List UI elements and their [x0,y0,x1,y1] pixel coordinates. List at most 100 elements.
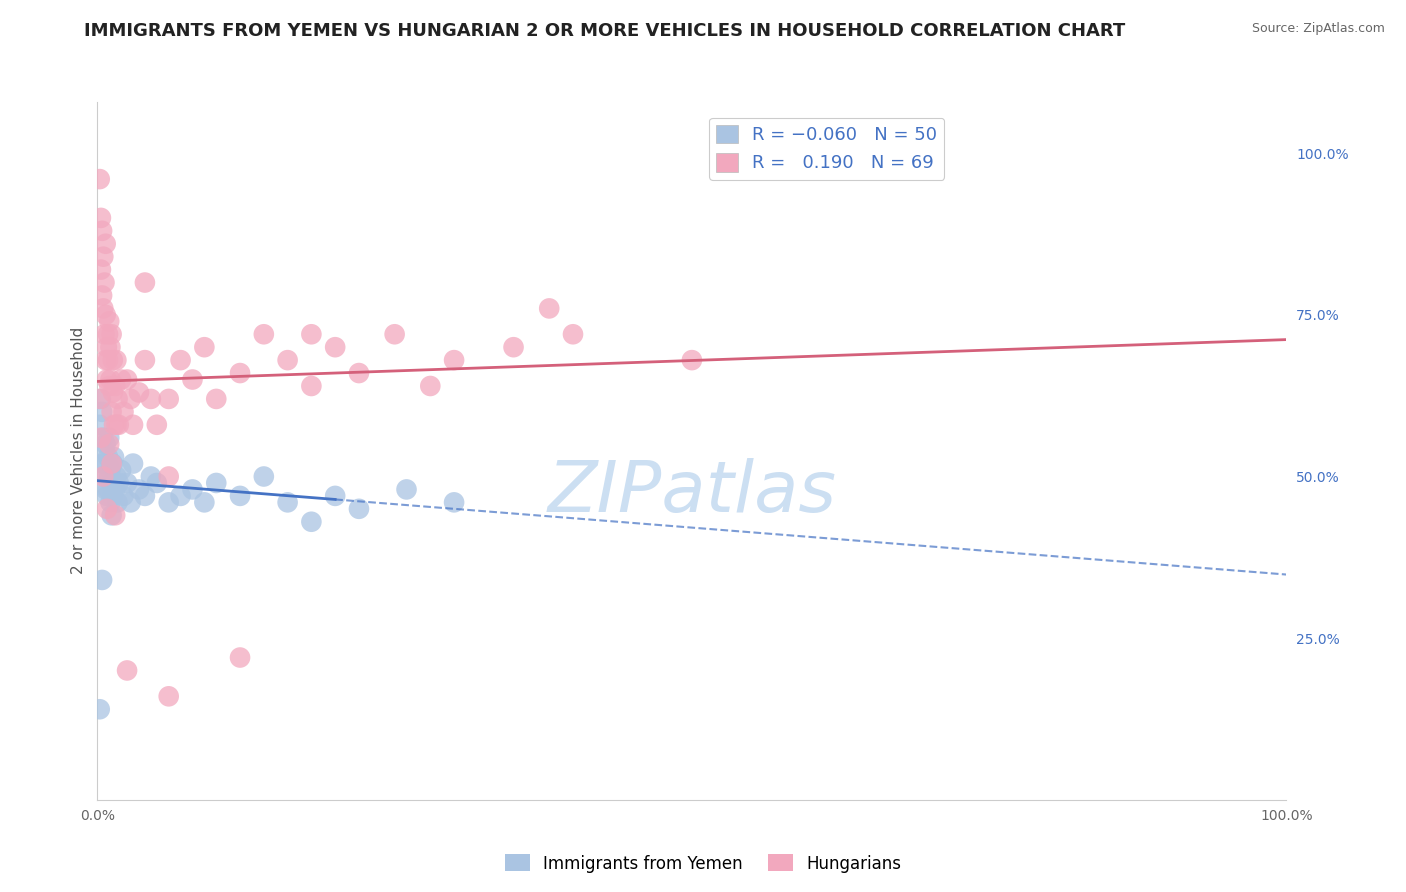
Point [395,483,418,497]
Point [107,417,129,432]
Point [277,353,299,368]
Point [91,405,114,419]
Point [419,379,441,393]
Point [146,475,169,490]
Point [120,392,142,406]
Point [91,431,114,445]
Point [100,340,122,354]
Point [299,515,322,529]
Point [96,340,118,354]
Point [89,702,111,716]
Point [98,431,121,445]
Point [157,392,180,406]
Point [100,372,122,386]
Point [96,372,118,386]
Point [100,405,122,419]
Point [100,495,122,509]
Point [112,405,135,419]
Point [299,327,322,342]
Point [89,392,111,406]
Point [91,288,114,302]
Point [103,417,125,432]
Point [157,690,180,704]
Point [562,327,585,342]
Point [347,501,370,516]
Point [101,353,124,368]
Point [253,469,276,483]
Point [134,276,156,290]
Point [93,327,115,342]
Point [193,340,215,354]
Point [94,483,117,497]
Point [100,463,122,477]
Point [91,457,114,471]
Point [94,353,117,368]
Point [323,340,346,354]
Point [104,379,127,393]
Legend: R = −0.060   N = 50, R =   0.190   N = 69: R = −0.060 N = 50, R = 0.190 N = 69 [709,118,945,179]
Point [104,483,127,497]
Point [98,437,121,451]
Text: ZIPatlas: ZIPatlas [547,458,837,527]
Point [169,489,191,503]
Point [101,489,124,503]
Point [139,469,162,483]
Point [110,463,132,477]
Point [157,495,180,509]
Point [443,353,465,368]
Point [253,327,276,342]
Point [128,483,150,497]
Point [97,327,120,342]
Point [107,495,129,509]
Point [96,489,118,503]
Point [91,250,114,264]
Point [128,385,150,400]
Point [93,443,115,458]
Point [93,276,115,290]
Point [115,664,138,678]
Point [120,495,142,509]
Point [89,417,111,432]
Point [115,475,138,490]
Point [96,457,118,471]
Point [134,489,156,503]
Point [94,437,117,451]
Point [181,483,204,497]
Point [122,417,145,432]
Point [229,366,252,380]
Point [96,501,118,516]
Point [229,489,252,503]
Point [97,450,120,464]
Y-axis label: 2 or more Vehicles in Household: 2 or more Vehicles in Household [72,327,86,574]
Point [98,379,121,393]
Text: Source: ZipAtlas.com: Source: ZipAtlas.com [1251,22,1385,36]
Point [94,236,117,251]
Point [538,301,561,316]
Legend: Immigrants from Yemen, Hungarians: Immigrants from Yemen, Hungarians [498,847,908,880]
Point [139,392,162,406]
Point [91,224,114,238]
Point [98,314,121,328]
Point [100,457,122,471]
Point [100,475,122,490]
Point [91,573,114,587]
Point [91,469,114,483]
Point [101,457,124,471]
Point [193,495,215,509]
Point [100,508,122,523]
Point [103,450,125,464]
Point [97,353,120,368]
Point [112,489,135,503]
Point [681,353,703,368]
Point [104,508,127,523]
Point [90,392,112,406]
Text: IMMIGRANTS FROM YEMEN VS HUNGARIAN 2 OR MORE VEHICLES IN HOUSEHOLD CORRELATION C: IMMIGRANTS FROM YEMEN VS HUNGARIAN 2 OR … [84,22,1125,40]
Point [277,495,299,509]
Point [169,353,191,368]
Point [94,308,117,322]
Point [443,495,465,509]
Point [107,392,129,406]
Point [146,417,169,432]
Point [384,327,406,342]
Point [98,469,121,483]
